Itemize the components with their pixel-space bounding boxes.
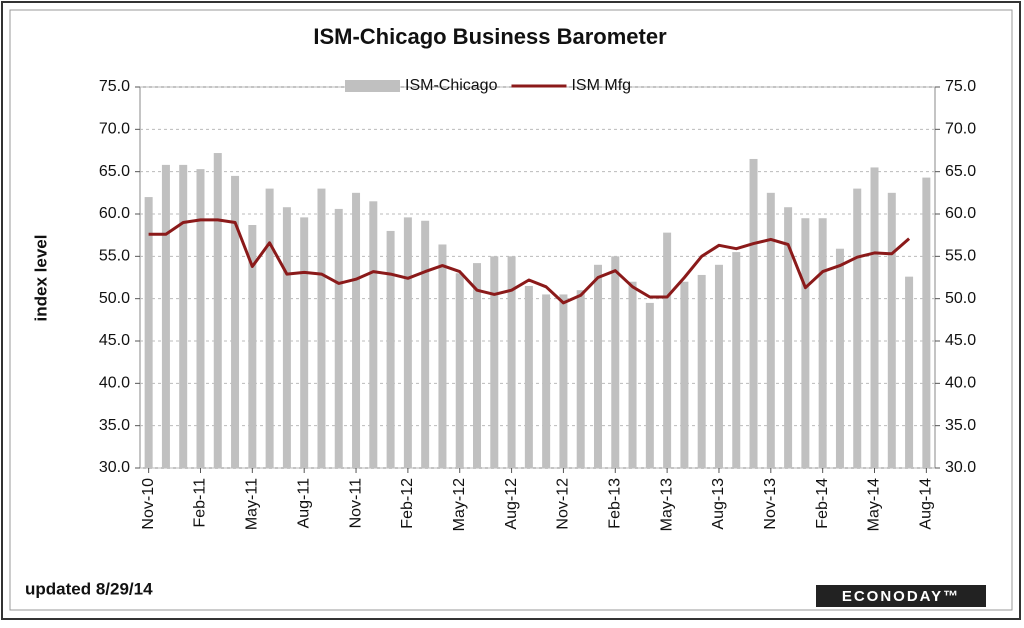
y-tick-label: 35.0 <box>99 417 130 434</box>
bar <box>507 256 516 468</box>
y-tick-label: 75.0 <box>99 78 130 95</box>
y2-tick-label: 45.0 <box>945 332 976 349</box>
inner-frame <box>9 9 1013 611</box>
y-tick-label: 65.0 <box>99 163 130 180</box>
x-tick-label: Feb-12 <box>399 478 416 529</box>
y2-tick-label: 55.0 <box>945 248 976 265</box>
x-tick-label: May-11 <box>244 478 261 530</box>
x-tick-label: Nov-13 <box>762 478 779 530</box>
chart-title: ISM-Chicago Business Barometer <box>313 24 667 49</box>
bar <box>680 281 689 468</box>
bar <box>317 188 326 468</box>
bar <box>386 230 395 468</box>
bar <box>905 276 914 468</box>
bar <box>714 264 723 468</box>
y-axis-label: index level <box>31 235 50 322</box>
y-tick-label: 60.0 <box>99 205 130 222</box>
x-tick-label: Aug-14 <box>918 478 935 530</box>
bar <box>559 294 568 468</box>
bar <box>455 273 464 468</box>
bar <box>213 153 222 469</box>
bar <box>645 302 654 468</box>
bar <box>248 225 257 468</box>
x-tick-label: Nov-11 <box>347 478 364 528</box>
x-tick-label: Aug-12 <box>503 478 520 530</box>
bar <box>490 256 499 468</box>
bar <box>922 177 931 469</box>
bar <box>282 207 291 468</box>
bar <box>784 207 793 468</box>
y2-tick-label: 75.0 <box>945 78 976 95</box>
x-tick-label: Aug-11 <box>295 478 312 529</box>
y2-tick-label: 30.0 <box>945 459 976 476</box>
bar <box>473 263 482 468</box>
bar <box>801 218 810 468</box>
y-tick-label: 40.0 <box>99 375 130 392</box>
x-tick-label: May-14 <box>866 478 883 531</box>
bar <box>611 256 620 468</box>
bar <box>749 158 758 468</box>
x-tick-label: Nov-10 <box>140 478 157 530</box>
x-tick-label: Feb-14 <box>814 478 831 529</box>
logo-badge <box>816 585 986 607</box>
x-tick-label: Aug-13 <box>710 478 727 530</box>
bar <box>853 188 862 468</box>
y-tick-label: 30.0 <box>99 459 130 476</box>
legend-label: ISM-Chicago <box>405 77 498 94</box>
y2-tick-label: 35.0 <box>945 417 976 434</box>
bar <box>593 264 602 468</box>
legend-label: ISM Mfg <box>571 77 631 94</box>
bar <box>732 252 741 468</box>
bar <box>144 197 153 469</box>
bar <box>403 217 412 468</box>
bar <box>870 167 879 468</box>
bar <box>352 192 361 469</box>
y-tick-label: 50.0 <box>99 290 130 307</box>
bar <box>663 232 672 468</box>
bar <box>231 175 240 468</box>
bar <box>179 164 188 469</box>
bar <box>161 164 170 469</box>
y2-tick-label: 70.0 <box>945 121 976 138</box>
logo: ECONODAY™ <box>842 588 960 605</box>
bar <box>300 217 309 468</box>
x-tick-label: Feb-13 <box>606 478 623 529</box>
bar <box>334 208 343 469</box>
bar <box>524 285 533 468</box>
y2-tick-label: 50.0 <box>945 290 976 307</box>
x-tick-label: Nov-12 <box>555 478 572 530</box>
bar <box>835 248 844 468</box>
bar <box>576 290 585 468</box>
bar <box>628 281 637 468</box>
x-tick-label: Feb-11 <box>192 478 209 528</box>
bar <box>697 274 706 468</box>
legend-swatch <box>345 80 400 92</box>
bar <box>887 192 896 469</box>
bar <box>369 201 378 469</box>
bar <box>542 294 551 468</box>
y2-tick-label: 65.0 <box>945 163 976 180</box>
y-tick-label: 55.0 <box>99 248 130 265</box>
x-tick-label: May-13 <box>658 478 675 531</box>
x-tick-label: May-12 <box>451 478 468 531</box>
bar <box>196 169 205 469</box>
y-tick-label: 70.0 <box>99 121 130 138</box>
bar <box>818 218 827 468</box>
bar <box>438 244 447 468</box>
bar <box>421 220 430 468</box>
bar <box>766 192 775 469</box>
line <box>148 218 911 305</box>
annotation: updated 8/29/14 <box>25 579 153 598</box>
y2-tick-label: 40.0 <box>945 375 976 392</box>
bar <box>265 188 274 468</box>
y2-tick-label: 60.0 <box>945 205 976 222</box>
y-tick-label: 45.0 <box>99 332 130 349</box>
